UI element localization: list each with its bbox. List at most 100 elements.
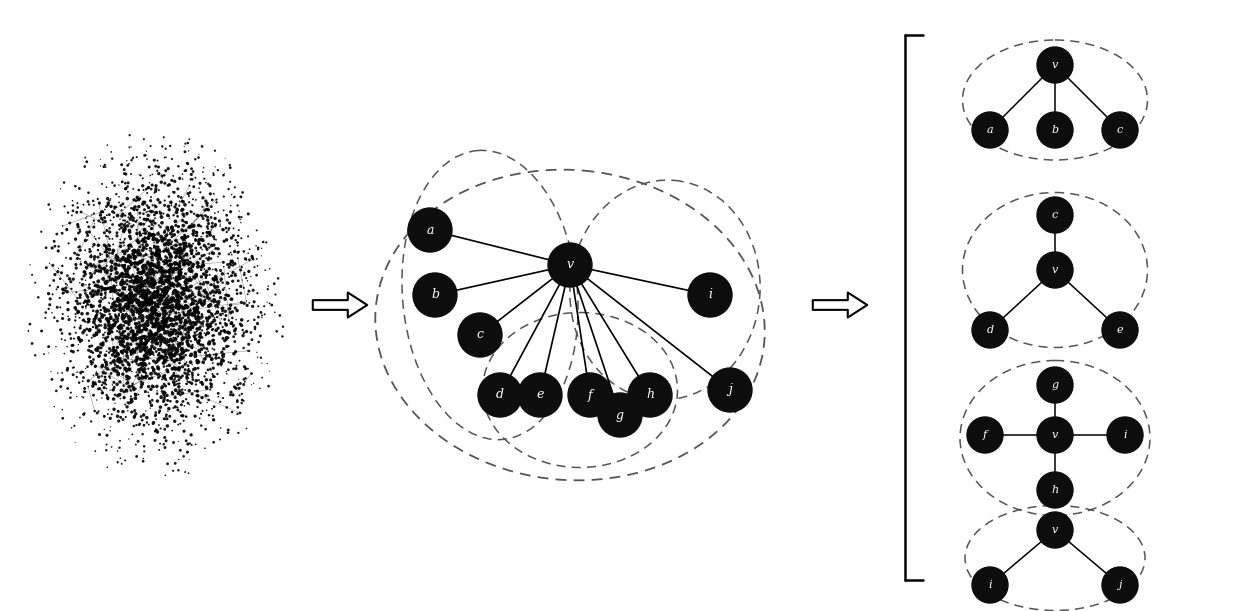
Point (180, 239, 200, 249)
Point (188, 396, 208, 406)
Point (155, 292, 175, 302)
Point (250, 331, 270, 341)
Point (187, 311, 207, 321)
Point (94, 162, 114, 172)
Point (131, 379, 151, 389)
Point (186, 302, 206, 312)
Text: j: j (728, 384, 732, 397)
Text: e: e (1117, 325, 1123, 335)
Point (133, 174, 153, 183)
Point (155, 321, 175, 331)
Point (91, 210, 110, 220)
Point (136, 288, 156, 298)
Point (93, 332, 113, 342)
Point (71, 299, 91, 309)
Point (148, 371, 167, 381)
Circle shape (972, 112, 1008, 148)
Point (109, 180, 129, 190)
Point (134, 332, 154, 342)
Point (161, 353, 181, 362)
Point (107, 268, 126, 278)
Point (228, 379, 248, 389)
Point (217, 334, 237, 343)
Point (140, 326, 160, 335)
Point (94, 411, 114, 421)
Point (140, 397, 160, 406)
Point (170, 201, 190, 211)
Point (91, 316, 110, 326)
Point (89, 301, 109, 311)
Point (122, 256, 141, 266)
Point (144, 276, 164, 285)
Point (149, 296, 169, 306)
Point (130, 292, 150, 302)
Point (151, 331, 171, 340)
Point (161, 335, 181, 345)
Point (128, 235, 148, 244)
Point (141, 224, 161, 234)
Point (92, 266, 112, 276)
Point (144, 155, 164, 165)
Point (202, 404, 222, 414)
Point (131, 371, 151, 381)
Point (79, 316, 99, 326)
Point (119, 252, 139, 262)
Point (99, 348, 119, 357)
Point (160, 235, 180, 245)
Point (188, 312, 208, 322)
Point (234, 328, 254, 338)
Point (114, 225, 134, 235)
Point (186, 349, 206, 359)
Point (122, 305, 141, 315)
Point (211, 423, 231, 433)
Point (68, 222, 88, 232)
Point (146, 425, 166, 434)
Point (188, 285, 208, 295)
Point (184, 226, 203, 236)
Point (113, 312, 133, 322)
Point (169, 161, 188, 171)
Point (92, 380, 112, 390)
Point (145, 249, 165, 259)
Point (83, 357, 103, 367)
Point (128, 250, 148, 260)
Point (162, 278, 182, 288)
Point (203, 358, 223, 368)
Point (128, 327, 148, 337)
Point (151, 319, 171, 329)
Point (114, 346, 134, 356)
Point (176, 269, 196, 279)
Point (148, 427, 167, 437)
Point (246, 322, 265, 332)
Point (136, 264, 156, 274)
Point (122, 291, 141, 301)
Point (136, 262, 156, 272)
Point (155, 354, 175, 364)
Point (123, 249, 143, 259)
Point (182, 372, 202, 382)
Point (212, 359, 232, 369)
Point (186, 173, 206, 183)
Point (161, 260, 181, 269)
Point (135, 339, 155, 349)
Point (58, 238, 78, 248)
Point (179, 307, 198, 316)
Point (192, 326, 212, 335)
Point (155, 267, 175, 277)
Point (170, 251, 190, 261)
Point (169, 382, 188, 392)
Point (205, 331, 224, 340)
Point (71, 323, 91, 333)
Point (169, 266, 188, 276)
Point (76, 246, 95, 255)
Point (67, 293, 87, 303)
Point (150, 207, 170, 216)
Point (176, 301, 196, 311)
Point (92, 339, 112, 349)
Point (146, 414, 166, 424)
Point (98, 394, 118, 404)
Point (36, 263, 56, 273)
Point (138, 335, 157, 345)
Point (81, 346, 100, 356)
Point (139, 232, 159, 242)
